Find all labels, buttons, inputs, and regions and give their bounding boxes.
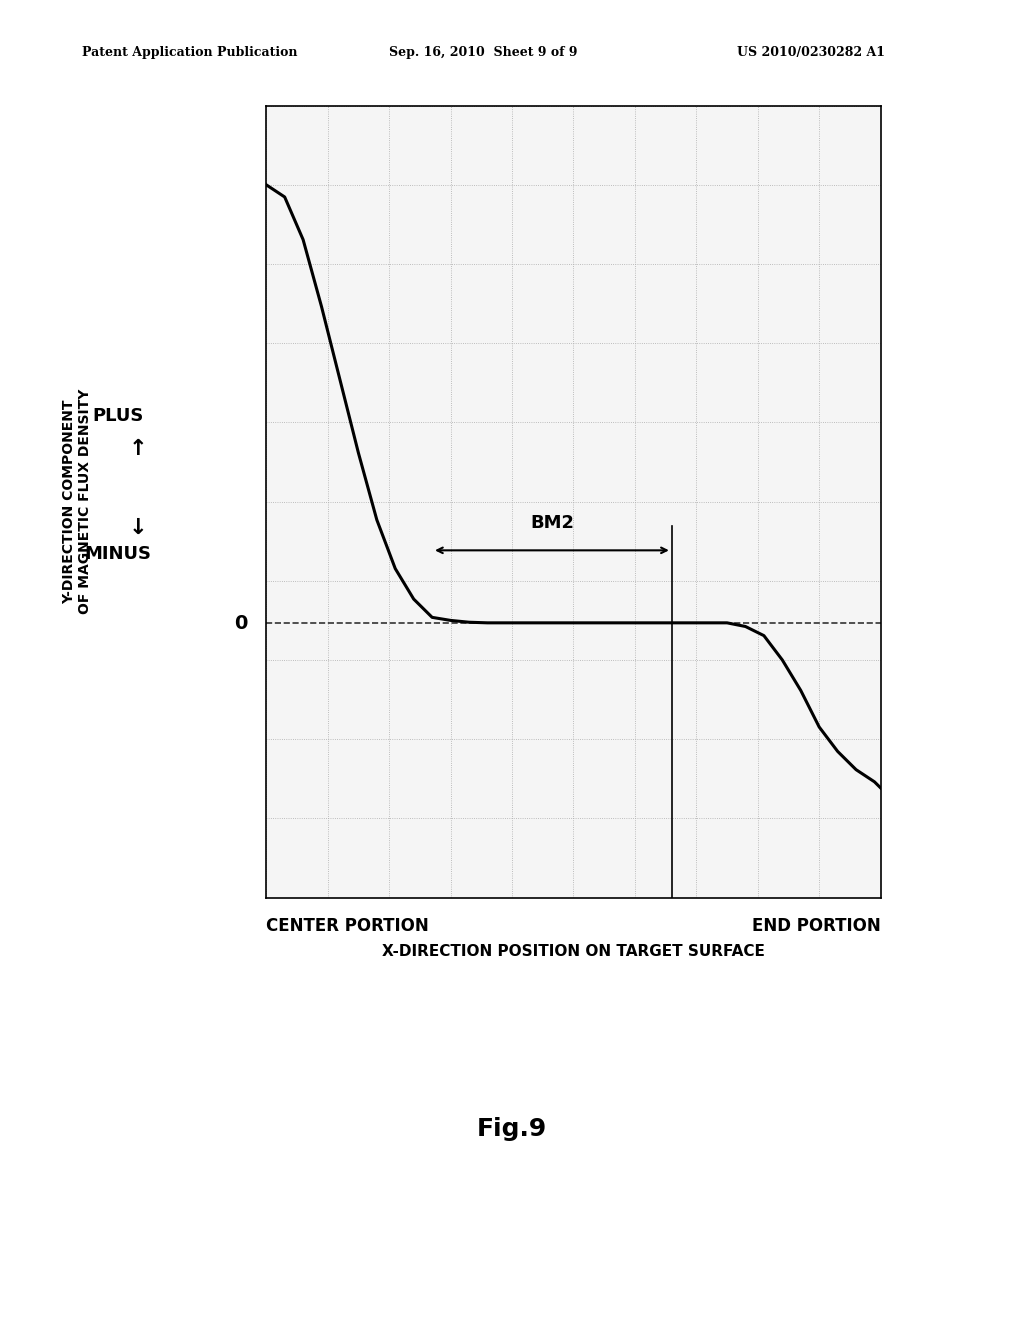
Text: 0: 0 <box>234 614 248 634</box>
Text: X-DIRECTION POSITION ON TARGET SURFACE: X-DIRECTION POSITION ON TARGET SURFACE <box>382 944 765 958</box>
Text: Fig.9: Fig.9 <box>477 1117 547 1140</box>
Text: US 2010/0230282 A1: US 2010/0230282 A1 <box>737 46 886 59</box>
Text: PLUS: PLUS <box>92 407 143 425</box>
Text: Sep. 16, 2010  Sheet 9 of 9: Sep. 16, 2010 Sheet 9 of 9 <box>389 46 578 59</box>
Text: ↓: ↓ <box>129 517 147 539</box>
Text: Patent Application Publication: Patent Application Publication <box>82 46 297 59</box>
Text: END PORTION: END PORTION <box>752 917 881 936</box>
Text: ↑: ↑ <box>129 438 147 459</box>
Text: BM2: BM2 <box>530 513 573 532</box>
Text: CENTER PORTION: CENTER PORTION <box>266 917 429 936</box>
Text: MINUS: MINUS <box>84 545 152 564</box>
Text: Y-DIRECTION COMPONENT
OF MAGNETIC FLUX DENSITY: Y-DIRECTION COMPONENT OF MAGNETIC FLUX D… <box>61 389 92 614</box>
